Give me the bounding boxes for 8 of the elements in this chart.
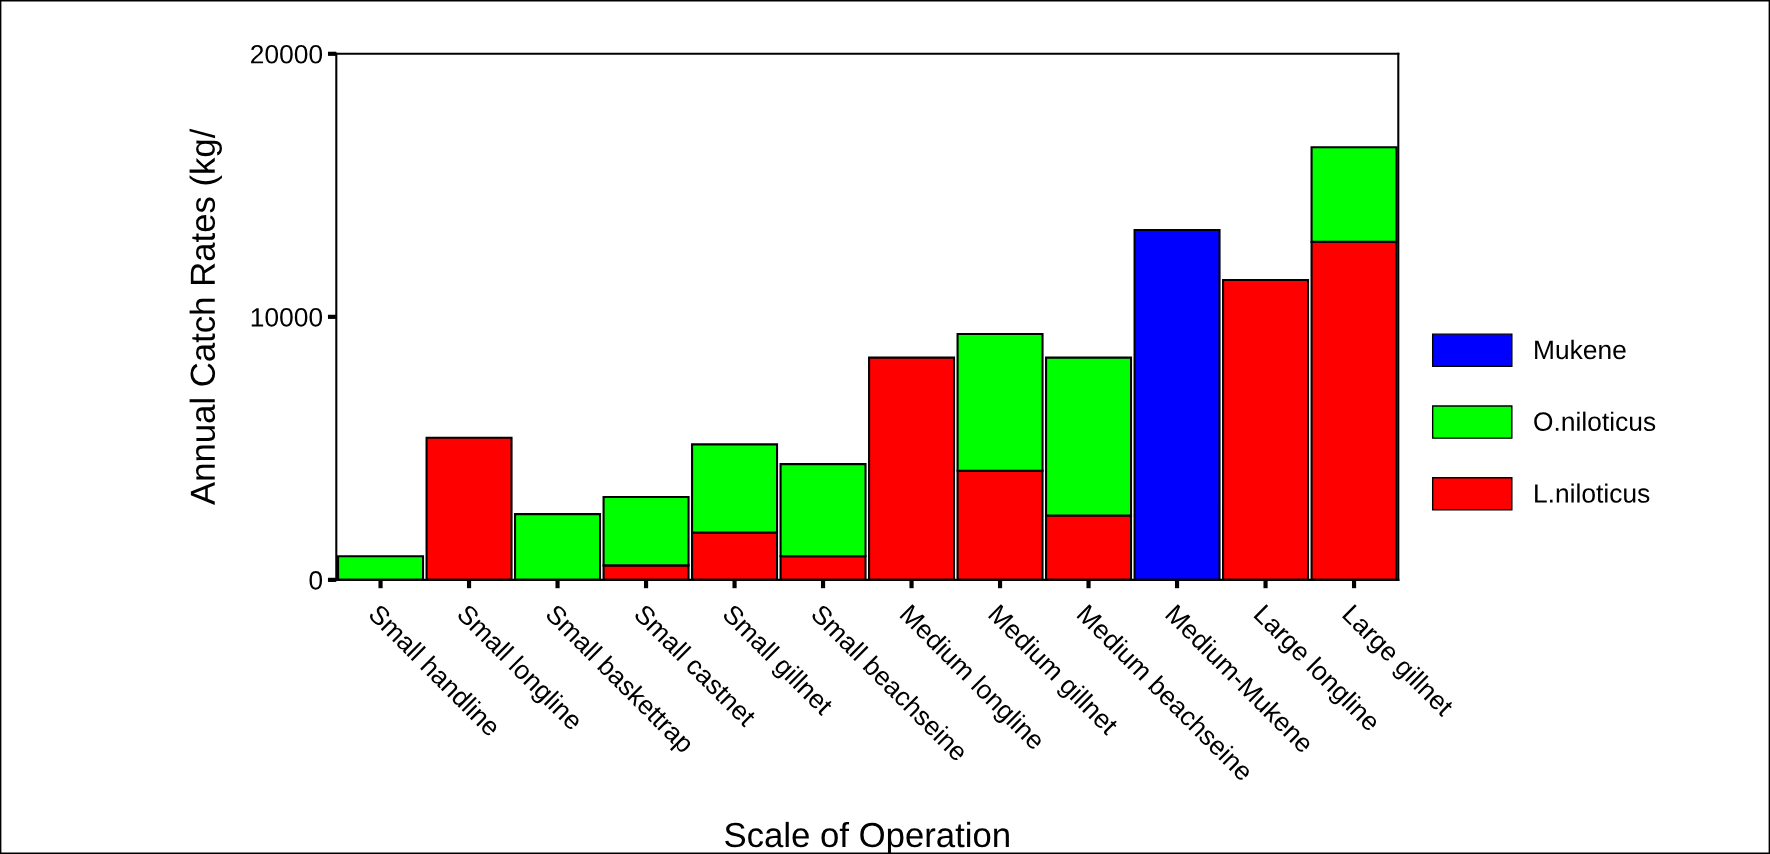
y-axis-title: Annual Catch Rates (kg/ (189, 128, 222, 505)
y-tick-label: 0 (309, 571, 323, 590)
x-axis-title: Scale of Operation (725, 821, 1009, 854)
legend-label: Mukene (1535, 339, 1626, 360)
legend-label: L.niloticus (1535, 483, 1650, 503)
y-tick-label: 20000 (251, 44, 323, 64)
y-tick-label: 10000 (251, 307, 323, 327)
legend-label: O.niloticus (1534, 411, 1656, 432)
